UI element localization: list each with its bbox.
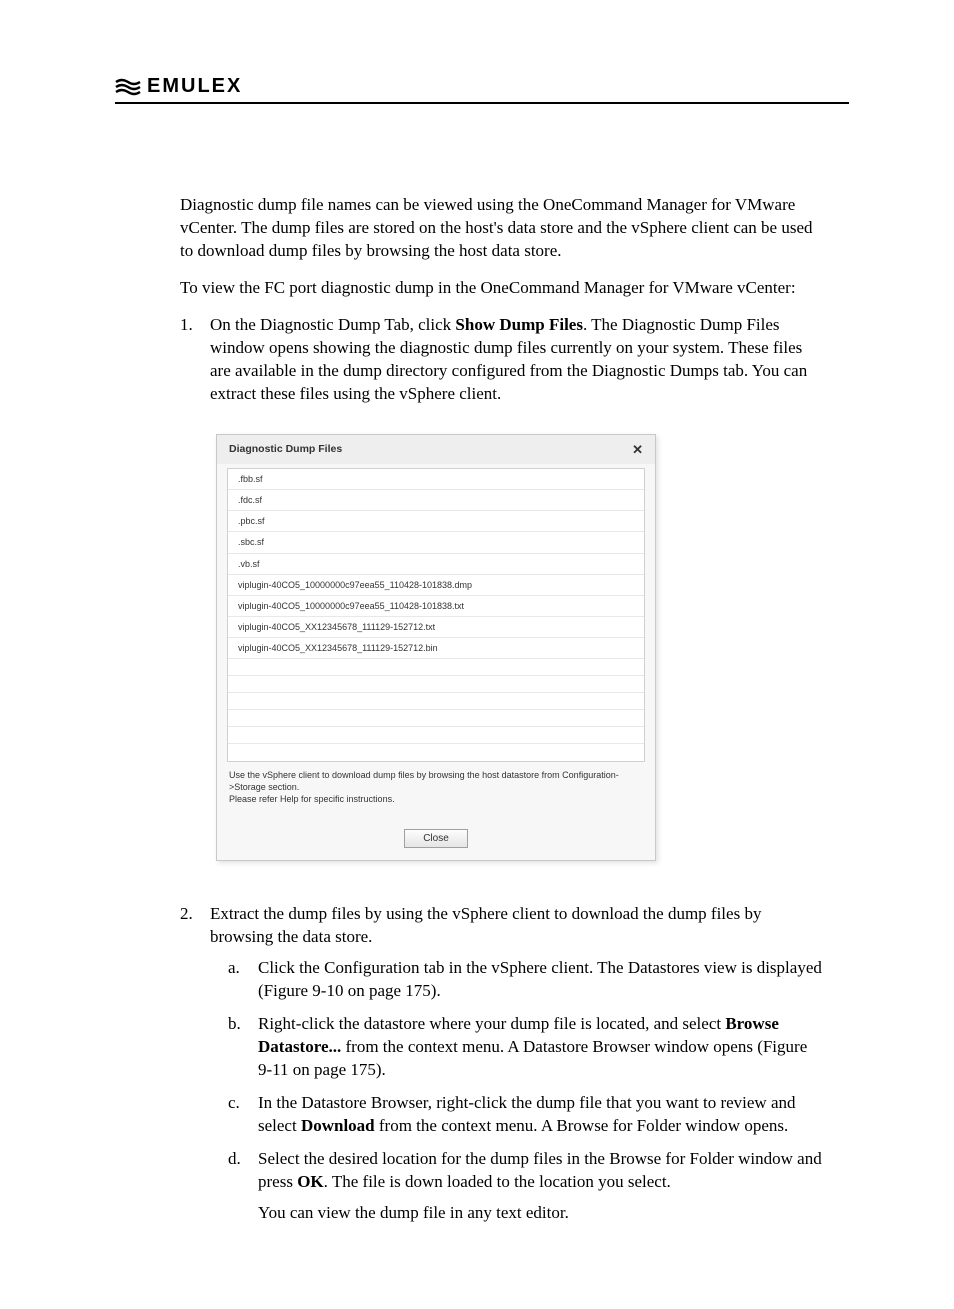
emulex-logo-icon: [115, 78, 141, 96]
dialog-titlebar: Diagnostic Dump Files ✕: [217, 435, 655, 465]
dialog-hint: Use the vSphere client to download dump …: [227, 762, 645, 809]
file-row[interactable]: .sbc.sf: [228, 532, 644, 553]
dialog-title-text: Diagnostic Dump Files: [229, 442, 342, 456]
c-t2: from the context menu. A Browse for Fold…: [375, 1116, 789, 1135]
file-row-empty: [228, 710, 644, 727]
hint-line-2: Please refer Help for specific instructi…: [229, 794, 395, 804]
document-page: EMULEX Diagnostic dump file names can be…: [0, 0, 954, 1309]
page-header: EMULEX: [115, 75, 849, 104]
substep-b: b. Right-click the datastore where your …: [228, 1013, 824, 1082]
step-body: On the Diagnostic Dump Tab, click Show D…: [210, 314, 824, 890]
substeps-list: a. Click the Configuration tab in the vS…: [228, 957, 824, 1224]
substep-c: c. In the Datastore Browser, right-click…: [228, 1092, 824, 1138]
dialog-body: .fbb.sf.fdc.sf.pbc.sf.sbc.sf.vb.sfviplug…: [217, 464, 655, 819]
dialog-screenshot: Diagnostic Dump Files ✕ .fbb.sf.fdc.sf.p…: [216, 434, 656, 862]
substep-body: Click the Configuration tab in the vSphe…: [258, 957, 824, 1003]
diagnostic-dump-dialog: Diagnostic Dump Files ✕ .fbb.sf.fdc.sf.p…: [216, 434, 656, 862]
substep-letter: a.: [228, 957, 246, 1003]
substep-letter: b.: [228, 1013, 246, 1082]
brand-logo: EMULEX: [115, 75, 849, 98]
step-1: 1. On the Diagnostic Dump Tab, click Sho…: [180, 314, 824, 890]
step1-bold: Show Dump Files: [455, 315, 583, 334]
substep-d: d. Select the desired location for the d…: [228, 1148, 824, 1225]
file-row-empty: [228, 676, 644, 693]
step-number: 2.: [180, 903, 198, 1234]
steps-list: 1. On the Diagnostic Dump Tab, click Sho…: [180, 314, 824, 1235]
c-bold: Download: [301, 1116, 375, 1135]
hint-line-1: Use the vSphere client to download dump …: [229, 770, 619, 792]
b-t1: Right-click the datastore where your dum…: [258, 1014, 725, 1033]
substep-letter: c.: [228, 1092, 246, 1138]
main-content: Diagnostic dump file names can be viewed…: [115, 194, 849, 1235]
d-tail: You can view the dump file in any text e…: [258, 1202, 824, 1225]
step-number: 1.: [180, 314, 198, 890]
step1-text-before: On the Diagnostic Dump Tab, click: [210, 315, 455, 334]
intro-paragraph-1: Diagnostic dump file names can be viewed…: [180, 194, 824, 263]
file-row[interactable]: viplugin-40CO5_10000000c97eea55_110428-1…: [228, 596, 644, 617]
file-row[interactable]: .fdc.sf: [228, 490, 644, 511]
dialog-footer: Close: [217, 819, 655, 860]
file-row[interactable]: .fbb.sf: [228, 469, 644, 490]
file-row[interactable]: viplugin-40CO5_XX12345678_111129-152712.…: [228, 617, 644, 638]
brand-text: EMULEX: [147, 75, 242, 98]
d-t2: . The file is down loaded to the locatio…: [324, 1172, 671, 1191]
substep-body: Select the desired location for the dump…: [258, 1148, 824, 1225]
intro-paragraph-2: To view the FC port diagnostic dump in t…: [180, 277, 824, 300]
file-row-empty: [228, 744, 644, 761]
b-t2: from the context menu. A Datastore Brows…: [258, 1037, 807, 1079]
file-row[interactable]: viplugin-40CO5_XX12345678_111129-152712.…: [228, 638, 644, 659]
substep-a: a. Click the Configuration tab in the vS…: [228, 957, 824, 1003]
file-row[interactable]: .vb.sf: [228, 554, 644, 575]
close-button[interactable]: Close: [404, 829, 468, 848]
file-row[interactable]: .pbc.sf: [228, 511, 644, 532]
step-2: 2. Extract the dump files by using the v…: [180, 903, 824, 1234]
file-row[interactable]: viplugin-40CO5_10000000c97eea55_110428-1…: [228, 575, 644, 596]
file-row-empty: [228, 659, 644, 676]
file-list: .fbb.sf.fdc.sf.pbc.sf.sbc.sf.vb.sfviplug…: [227, 468, 645, 762]
d-bold: OK: [297, 1172, 323, 1191]
substep-body: Right-click the datastore where your dum…: [258, 1013, 824, 1082]
substep-letter: d.: [228, 1148, 246, 1225]
substep-body: In the Datastore Browser, right-click th…: [258, 1092, 824, 1138]
step2-text: Extract the dump files by using the vSph…: [210, 904, 761, 946]
step-body: Extract the dump files by using the vSph…: [210, 903, 824, 1234]
file-row-empty: [228, 693, 644, 710]
file-row-empty: [228, 727, 644, 744]
close-icon[interactable]: ✕: [630, 441, 645, 459]
